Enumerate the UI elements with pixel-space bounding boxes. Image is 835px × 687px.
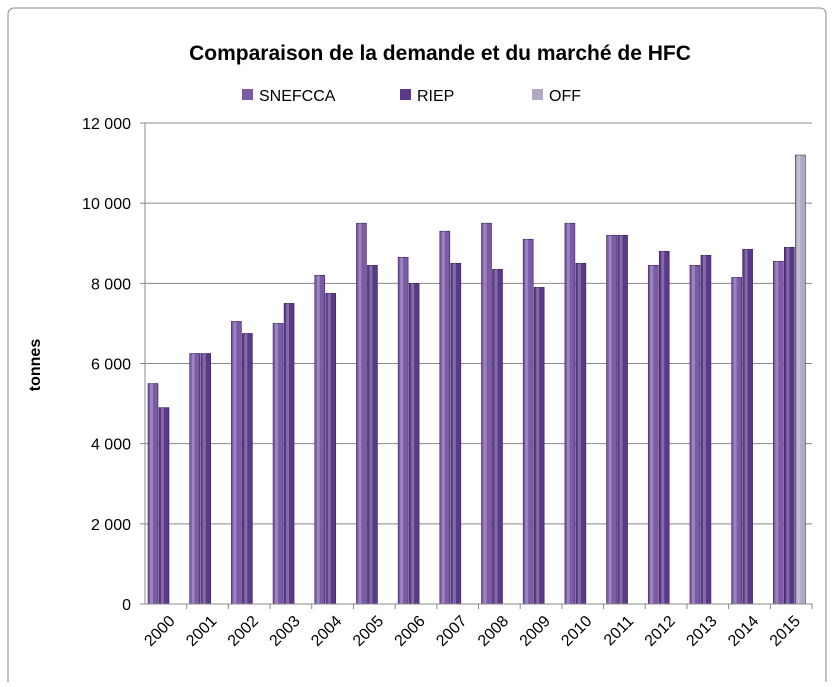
bar-highlight <box>577 263 581 604</box>
y-tick-label: 10 000 <box>82 196 131 213</box>
bar-highlight <box>286 303 290 604</box>
legend-swatch <box>242 89 253 100</box>
bar-highlight <box>411 283 415 604</box>
y-tick-label: 6 000 <box>91 357 131 374</box>
bar-highlight <box>327 293 331 604</box>
bar-highlight <box>661 251 665 604</box>
legend-label: RIEP <box>417 88 454 105</box>
bar-highlight <box>797 155 801 605</box>
bar-highlight <box>691 265 695 604</box>
bar-highlight <box>358 223 362 605</box>
bar-highlight <box>202 353 206 604</box>
y-tick-label: 2 000 <box>91 517 131 534</box>
bar-highlight <box>536 287 540 604</box>
bar-highlight <box>619 235 623 604</box>
bar-highlight <box>452 263 456 604</box>
bar-highlight <box>494 269 498 604</box>
bar-highlight <box>483 223 487 605</box>
y-tick-label: 12 000 <box>82 116 131 133</box>
legend-label: SNEFCCA <box>259 88 336 105</box>
legend-label: OFF <box>549 88 581 105</box>
bar-highlight <box>369 265 373 604</box>
bar-highlight <box>744 249 748 604</box>
bar-highlight <box>733 277 737 604</box>
bar-highlight <box>316 275 320 604</box>
bar-highlight <box>775 261 779 604</box>
legend-swatch <box>400 89 411 100</box>
y-axis-label: tonnes <box>27 339 44 392</box>
bar-highlight <box>244 333 248 604</box>
bar-highlight <box>608 235 612 604</box>
bar-highlight <box>191 353 195 604</box>
y-tick-label: 4 000 <box>91 437 131 454</box>
bar-highlight <box>400 257 404 604</box>
bar-highlight <box>702 255 706 604</box>
bar-highlight <box>441 231 445 604</box>
bar-highlight <box>786 247 790 604</box>
bar-highlight <box>650 265 654 604</box>
y-tick-label: 0 <box>122 597 131 614</box>
bar-highlight <box>233 321 237 604</box>
legend-swatch <box>532 89 543 100</box>
chart-title: Comparaison de la demande et du marché d… <box>189 42 691 65</box>
y-tick-label: 8 000 <box>91 276 131 293</box>
bar-highlight <box>150 383 153 604</box>
bar-highlight <box>566 223 570 605</box>
bar-highlight <box>525 239 529 604</box>
bar-highlight <box>275 323 279 604</box>
bar-highlight <box>161 407 164 604</box>
